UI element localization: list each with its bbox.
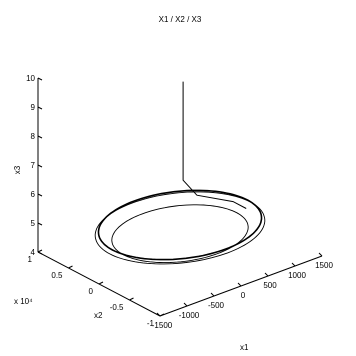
x-tick-mark bbox=[183, 302, 188, 307]
z-tick-mark bbox=[37, 164, 43, 168]
x-tick-label: 1500 bbox=[315, 261, 333, 270]
z-tick-label: 4 bbox=[31, 248, 36, 257]
y-tick-mark bbox=[98, 281, 104, 285]
x-tick-label: -1000 bbox=[179, 311, 200, 320]
z-tick-label: 8 bbox=[31, 132, 36, 141]
x-tick-mark bbox=[156, 312, 161, 317]
tick-group: 4 5 6 7 8 9 10 -1 -0.5 0 0.5 1 -1500 -1000 -500 0 500 100… bbox=[26, 74, 333, 330]
y-tick-label: -0.5 bbox=[110, 303, 124, 312]
x-tick-mark bbox=[318, 252, 323, 257]
z-tick-mark bbox=[37, 193, 43, 197]
z-tick-label: 10 bbox=[26, 74, 35, 83]
x-tick-label: -1500 bbox=[152, 321, 173, 330]
transient-line bbox=[182, 81, 247, 209]
z-tick-mark bbox=[37, 251, 43, 255]
x-tick-label: -500 bbox=[208, 301, 225, 310]
z-tick-mark bbox=[37, 77, 43, 81]
z-axis-label: x3 bbox=[13, 165, 22, 174]
y-tick-mark bbox=[68, 265, 73, 269]
y-axis-label: x2 bbox=[94, 311, 103, 320]
z-tick-label: 6 bbox=[31, 190, 36, 199]
x-tick-mark bbox=[291, 262, 296, 267]
z-tick-mark bbox=[37, 222, 43, 226]
z-tick-label: 5 bbox=[31, 219, 36, 228]
y-tick-label: 0 bbox=[89, 287, 94, 296]
orbit-line bbox=[94, 191, 266, 265]
z-tick-mark bbox=[37, 106, 43, 110]
y-tick-label: 1 bbox=[28, 255, 33, 264]
trajectory-group bbox=[94, 81, 266, 265]
x-axis-label: x1 bbox=[240, 343, 249, 352]
y-tick-label: 0.5 bbox=[51, 271, 63, 280]
x-tick-mark bbox=[237, 282, 242, 287]
y-tick-mark bbox=[159, 313, 165, 317]
x-tick-label: 1000 bbox=[288, 271, 306, 280]
y-tick-label: -1 bbox=[147, 319, 155, 328]
z-tick-label: 9 bbox=[31, 103, 36, 112]
orbit-line bbox=[111, 204, 249, 264]
x-tick-mark bbox=[210, 292, 215, 297]
orbit-line bbox=[97, 189, 263, 261]
chart-title: X1 / X2 / X3 bbox=[159, 15, 202, 24]
x-tick-label: 500 bbox=[263, 281, 277, 290]
x-tick-mark bbox=[264, 272, 269, 277]
y-scale-label: x 10⁴ bbox=[14, 297, 33, 306]
z-tick-label: 7 bbox=[31, 161, 36, 170]
z-tick-mark bbox=[37, 135, 43, 139]
y-tick-mark bbox=[37, 249, 43, 253]
y-tick-mark bbox=[129, 297, 134, 301]
x-tick-label: 0 bbox=[241, 291, 246, 300]
